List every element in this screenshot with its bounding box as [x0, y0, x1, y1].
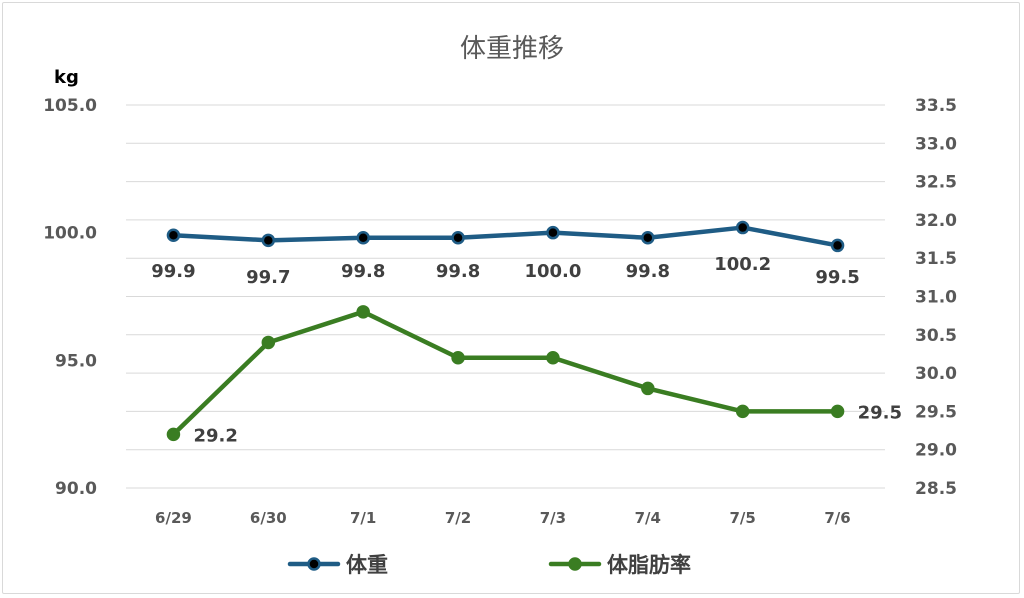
y-left-tick-label: 95.0 [55, 351, 97, 371]
data-point [356, 305, 370, 319]
y-right-tick-label: 31.5 [915, 249, 957, 269]
y-right-tick-label: 32.0 [915, 211, 957, 231]
legend-swatch-marker [568, 557, 582, 571]
data-point [641, 381, 655, 396]
legend-item-body-fat: 体脂肪率 [548, 553, 691, 577]
gridlines [126, 104, 885, 489]
data-point [166, 427, 181, 442]
y-right-tick-label: 29.0 [915, 441, 957, 461]
data-point [735, 404, 750, 419]
y-right-tick-label: 33.5 [915, 96, 957, 116]
series-body-fat: 29.2 29.5 [166, 305, 902, 446]
legend: 体重 体脂肪率 [287, 553, 691, 577]
y-right-tick-label: 33.0 [915, 134, 957, 154]
x-tick-label: 7/2 [445, 509, 471, 527]
series-line [171, 225, 840, 248]
legend-label: 体重 [346, 553, 388, 577]
data-point [546, 351, 560, 365]
x-tick-label: 6/29 [155, 509, 192, 527]
y-right-tick-label: 30.5 [915, 326, 957, 346]
data-label: 29.5 [858, 402, 902, 423]
series-line [171, 309, 840, 437]
data-point [546, 225, 560, 240]
data-label: 99.5 [815, 267, 859, 288]
x-tick-label: 7/6 [824, 509, 850, 527]
y-right-tick-label: 29.5 [915, 402, 957, 422]
y-right-tick-label: 30.0 [915, 364, 957, 384]
data-point [451, 231, 465, 245]
data-label: 99.8 [626, 261, 670, 282]
x-tick-label: 7/5 [730, 509, 756, 527]
x-tick-label: 7/4 [635, 509, 661, 527]
x-axis-ticks: 6/29 6/30 7/1 7/2 7/3 7/4 7/5 7/6 [155, 509, 851, 527]
data-label: 99.8 [436, 261, 480, 282]
legend-item-weight: 体重 [287, 553, 388, 577]
y-left-tick-label: 105.0 [43, 96, 97, 116]
y-right-ticks: 28.5 29.0 29.5 30.0 30.5 31.0 31.5 32.0 32.5 33.0… [915, 96, 957, 499]
data-point [356, 231, 370, 245]
chart-title: 体重推移 [460, 34, 564, 64]
data-point [261, 233, 276, 248]
y-right-tick-label: 31.0 [915, 288, 957, 308]
data-point [451, 351, 465, 365]
data-point [641, 231, 655, 245]
data-label: 99.7 [246, 267, 290, 288]
series-weight: 99.9 99.7 99.8 99.8 100.0 99.8 100.2 99.5 [151, 220, 860, 288]
legend-swatch-marker [307, 557, 321, 571]
data-label: 100.0 [524, 261, 581, 282]
data-point [735, 220, 750, 235]
data-label: 99.9 [151, 261, 195, 282]
data-point [830, 404, 845, 419]
data-label: 100.2 [714, 254, 771, 275]
x-tick-label: 6/30 [250, 509, 287, 527]
data-point [830, 238, 845, 253]
data-label: 99.8 [341, 261, 385, 282]
x-tick-label: 7/3 [540, 509, 566, 527]
data-label: 29.2 [193, 425, 237, 446]
data-point [166, 228, 181, 242]
legend-label: 体脂肪率 [607, 553, 691, 577]
y-right-tick-label: 32.5 [915, 173, 957, 193]
y-left-tick-label: 100.0 [43, 224, 97, 244]
y-left-tick-label: 90.0 [55, 479, 97, 499]
data-point [261, 335, 276, 350]
y-right-tick-label: 28.5 [915, 479, 957, 499]
series-layer: 99.9 99.7 99.8 99.8 100.0 99.8 100.299.529.229… [151, 220, 902, 446]
y-left-ticks: 90.0 95.0 100.0 105.0 [43, 96, 97, 499]
x-tick-label: 7/1 [350, 509, 376, 527]
y-left-unit: kg [54, 67, 79, 88]
